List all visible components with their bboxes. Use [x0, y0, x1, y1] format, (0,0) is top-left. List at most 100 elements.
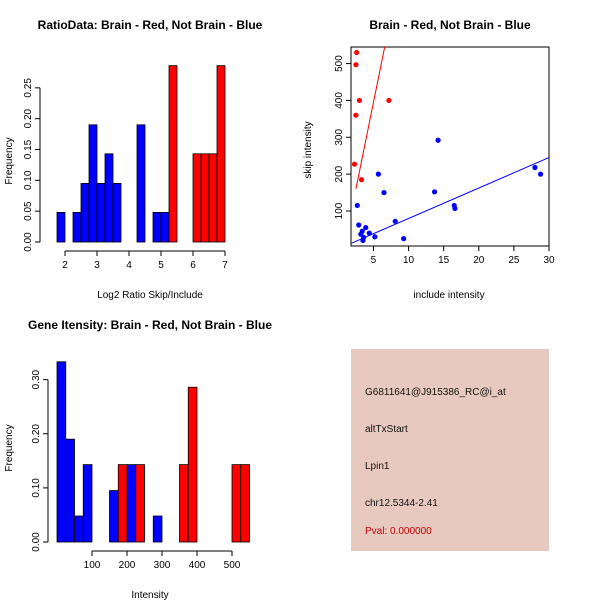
- ratio-histogram: RatioData: Brain - Red, Not Brain - Blue…: [4, 18, 263, 301]
- ratio-hist-bar-not-brain-9: [160, 211, 170, 243]
- ratio-hist-x-tick-label: 5: [158, 260, 164, 271]
- scatter-point-not-brain-8: [372, 234, 378, 240]
- ratio-hist-bar-brain-2: [200, 153, 210, 243]
- scatter-title: Brain - Red, Not Brain - Blue: [369, 18, 531, 32]
- gene-hist-bar-not-brain-0: [56, 361, 67, 543]
- ratio-hist-y-tick-label: 0.15: [23, 139, 34, 159]
- p-value: Pval: 0.000000: [365, 526, 432, 537]
- ratio-hist-bar-brain-4: [216, 65, 226, 243]
- gene-hist-x-tick-label: 100: [84, 560, 101, 571]
- scatter-point-brain-6: [358, 177, 365, 183]
- scatter-point-not-brain-11: [392, 218, 398, 224]
- gene-hist-y-tick-label: 0.20: [31, 424, 42, 444]
- scatter-point-not-brain-9: [375, 171, 381, 177]
- ratio-hist-x-tick-label: 3: [94, 260, 100, 271]
- ratio-hist-bar-not-brain-0: [56, 211, 66, 243]
- scatter-point-not-brain-10: [381, 189, 387, 196]
- scatter-point-brain-4: [386, 97, 392, 104]
- ratio-hist-x-tick-label: 4: [126, 260, 132, 271]
- scatter-point-not-brain-14: [435, 137, 441, 143]
- gene-hist-bar-brain-4: [231, 464, 242, 543]
- scatter-y-tick-label: 100: [334, 202, 345, 219]
- scatter-point-not-brain-18: [537, 171, 544, 177]
- scatter-point-brain-0: [354, 49, 360, 56]
- scatter-point-not-brain-5: [360, 237, 366, 244]
- gene-hist-x-tick-label: 300: [154, 560, 171, 571]
- scatter-fit-line-brain: [355, 46, 386, 189]
- scatter-point-not-brain-6: [363, 224, 369, 231]
- scatter-y-tick-label: 500: [334, 55, 345, 72]
- scatter-point-brain-5: [351, 161, 358, 167]
- ratio-hist-bar-not-brain-4: [96, 183, 106, 243]
- ratio-hist-bar-not-brain-3: [88, 124, 98, 243]
- gene-hist-y-tick-label: 0.00: [31, 532, 42, 552]
- ratio-hist-bar-not-brain-2: [80, 183, 90, 243]
- scatter-plot-box: [350, 46, 550, 247]
- gene-name: Lpin1: [365, 461, 390, 472]
- ratio-hist-bar-not-brain-1: [72, 211, 82, 243]
- gene-hist-bar-brain-0: [117, 464, 128, 543]
- event-type: altTxStart: [365, 424, 408, 435]
- ratio-hist-bar-brain-0: [168, 65, 178, 243]
- gene-hist-x-tick-label: 500: [224, 560, 241, 571]
- scatter-x-tick-label: 10: [403, 255, 415, 266]
- ratio-hist-x-tick-label: 6: [190, 260, 196, 271]
- ratio-hist-x-tick-label: 2: [62, 260, 68, 271]
- scatter-x-tick-label: 25: [508, 255, 520, 266]
- scatter-ylabel: skip intensity: [303, 121, 314, 178]
- ratio-hist-bar-not-brain-5: [104, 153, 114, 243]
- scatter-point-brain-3: [353, 112, 359, 118]
- gene-hist-bar-brain-1: [135, 464, 145, 543]
- ratio-hist-bar-brain-3: [208, 153, 218, 243]
- scatter-point-brain-1: [353, 62, 359, 68]
- gene-histogram-ylabel: Frequency: [4, 424, 15, 471]
- gene-intensity-histogram: Gene Itensity: Brain - Red, Not Brain - …: [4, 318, 272, 600]
- gene-hist-bar-not-brain-6: [152, 515, 163, 543]
- scatter-point-brain-2: [356, 97, 363, 104]
- scatter-x-tick-label: 5: [371, 255, 377, 266]
- gene-hist-bar-not-brain-4: [109, 490, 119, 543]
- scatter-point-not-brain-13: [431, 189, 438, 195]
- scatter-y-tick-label: 300: [334, 129, 345, 146]
- ratio-hist-y-tick-label: 0.25: [23, 78, 34, 98]
- gene-histogram-xlabel: Intensity: [131, 590, 168, 600]
- scatter-point-not-brain-0: [354, 202, 360, 209]
- scatter-point-not-brain-17: [532, 164, 538, 171]
- gene-hist-x-tick-label: 200: [119, 560, 136, 571]
- probe-id: G6811641@J915386_RC@i_at: [365, 387, 506, 398]
- scatter-point-not-brain-1: [356, 222, 362, 228]
- intensity-scatter: Brain - Red, Not Brain - Blue include in…: [303, 18, 555, 301]
- scatter-point-not-brain-16: [452, 205, 458, 212]
- ratio-hist-bar-brain-1: [192, 153, 202, 243]
- ratio-hist-y-tick-label: 0.05: [23, 201, 34, 221]
- scatter-x-tick-label: 30: [543, 255, 555, 266]
- scatter-fit-line-not-brain: [350, 157, 550, 244]
- ratio-hist-y-tick-label: 0.10: [23, 170, 34, 190]
- ratio-hist-bar-not-brain-6: [112, 183, 122, 243]
- scatter-point-not-brain-3: [359, 228, 365, 234]
- gene-hist-bar-brain-3: [187, 386, 198, 543]
- gene-hist-bar-not-brain-2: [74, 515, 84, 543]
- scatter-x-tick-label: 20: [473, 255, 485, 266]
- ratio-histogram-ylabel: Frequency: [4, 137, 15, 184]
- gene-hist-bar-not-brain-1: [65, 438, 75, 543]
- gene-hist-bar-brain-2: [179, 464, 189, 543]
- ratio-hist-x-tick-label: 7: [222, 260, 228, 271]
- gene-info-panel: G6811641@J915386_RC@i_at altTxStart Lpin…: [351, 349, 549, 551]
- gene-hist-y-tick-label: 0.10: [31, 478, 42, 498]
- scatter-point-not-brain-12: [401, 236, 407, 242]
- gene-hist-x-tick-label: 400: [189, 560, 206, 571]
- ratio-hist-y-tick-label: 0.00: [23, 232, 34, 252]
- genomic-location: chr12.5344-2.41: [365, 498, 438, 509]
- gene-hist-bar-not-brain-3: [82, 464, 93, 543]
- gene-hist-bar-not-brain-5: [126, 464, 137, 543]
- scatter-y-tick-label: 200: [334, 165, 345, 182]
- ratio-hist-y-tick-label: 0.20: [23, 108, 34, 128]
- ratio-hist-bar-not-brain-8: [152, 211, 162, 243]
- ratio-hist-bar-not-brain-7: [136, 124, 146, 243]
- scatter-x-tick-label: 15: [438, 255, 450, 266]
- ratio-histogram-title: RatioData: Brain - Red, Not Brain - Blue: [38, 18, 263, 32]
- scatter-xlabel: include intensity: [413, 290, 484, 301]
- gene-histogram-title: Gene Itensity: Brain - Red, Not Brain - …: [28, 318, 272, 332]
